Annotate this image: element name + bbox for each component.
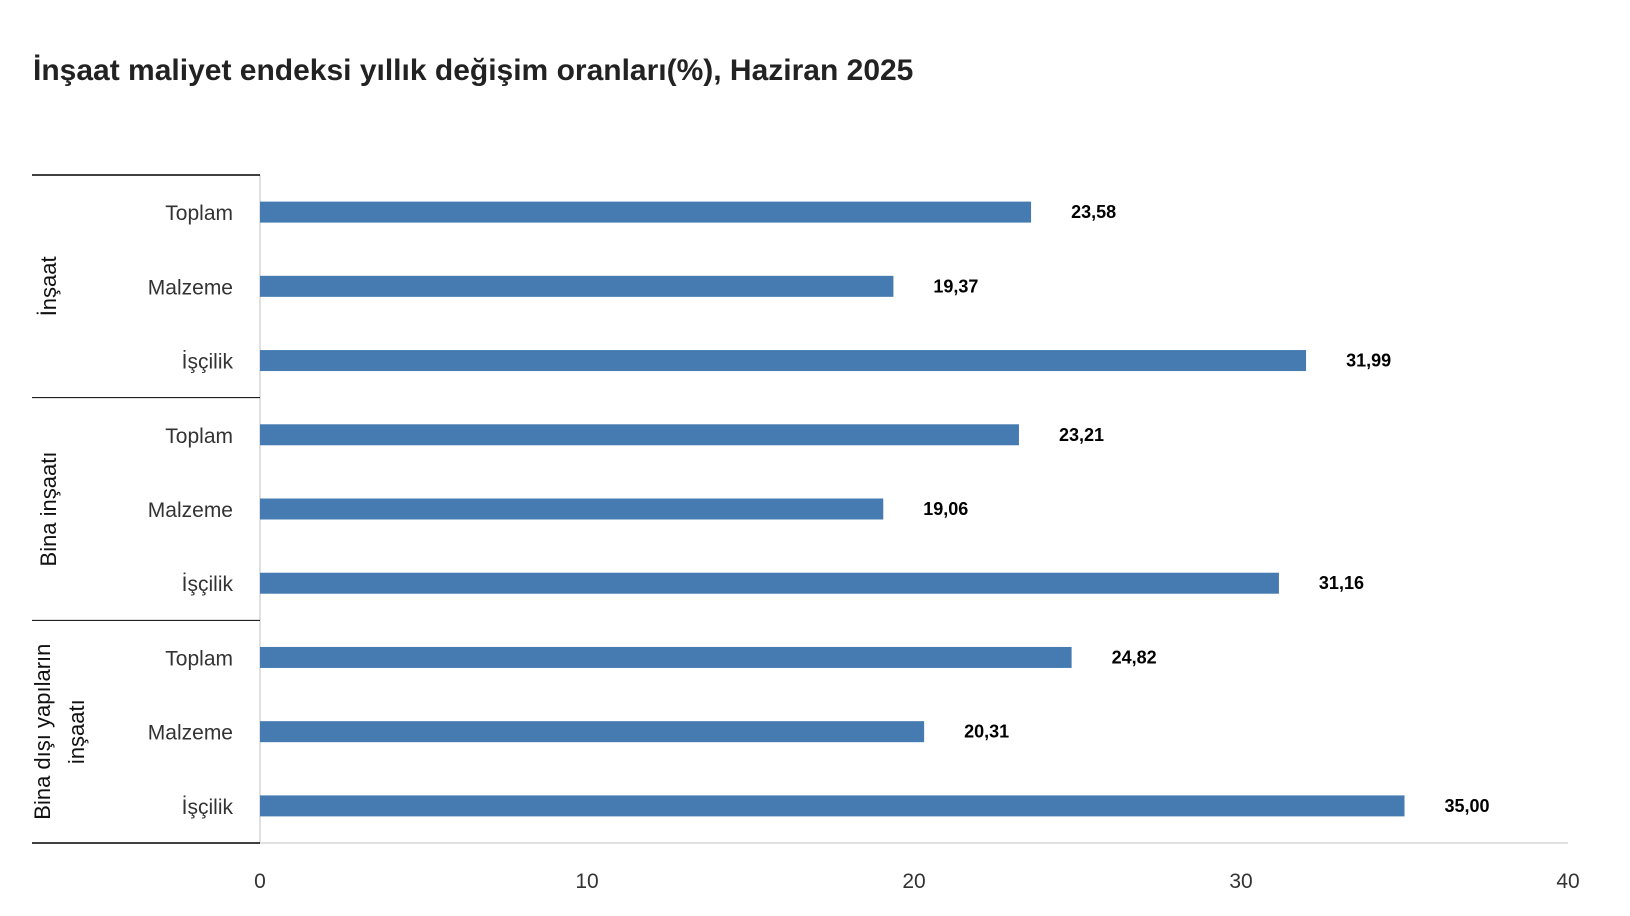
x-tick-label: 30 (1229, 870, 1252, 893)
category-label: İşçilik (182, 351, 234, 374)
category-label: İşçilik (182, 796, 234, 819)
category-label: Toplam (165, 202, 233, 225)
category-label: Malzeme (148, 276, 233, 299)
x-tick-label: 20 (902, 870, 925, 893)
data-label: 35,00 (1445, 796, 1490, 816)
category-label: Malzeme (148, 722, 233, 745)
group-label: Bina inşaatı (36, 452, 61, 567)
bar (260, 201, 1032, 223)
data-label: 31,16 (1319, 573, 1364, 593)
group-label: İnşaat (36, 256, 61, 316)
data-label: 20,31 (964, 722, 1009, 742)
chart-title: İnşaat maliyet endeksi yıllık değişim or… (33, 54, 914, 87)
bar (260, 498, 884, 520)
category-label: Toplam (165, 425, 233, 448)
data-label: 19,37 (933, 276, 978, 296)
data-label: 23,21 (1059, 425, 1104, 445)
bar (260, 795, 1405, 817)
x-tick-label: 40 (1556, 870, 1579, 893)
data-label: 31,99 (1346, 351, 1391, 371)
x-tick-label: 0 (254, 870, 266, 893)
bar (260, 275, 894, 297)
data-label: 23,58 (1071, 202, 1116, 222)
bar (260, 572, 1279, 594)
category-label: Toplam (165, 647, 233, 670)
data-label: 24,82 (1112, 647, 1157, 667)
bar (260, 646, 1072, 668)
group-label-line: Bina inşaatı (36, 452, 61, 567)
category-label: İşçilik (182, 573, 234, 596)
bar (260, 424, 1019, 446)
category-label: Malzeme (148, 499, 233, 522)
group-label-line: İnşaat (36, 256, 61, 316)
group-label-line: Bina dışı yapıların (30, 644, 55, 820)
group-label-line: inşaatı (64, 699, 89, 764)
group-label: Bina dışı yapıların inşaatı (30, 644, 89, 820)
bar (260, 350, 1307, 372)
x-tick-label: 10 (575, 870, 598, 893)
data-label: 19,06 (923, 499, 968, 519)
bar (260, 721, 925, 743)
